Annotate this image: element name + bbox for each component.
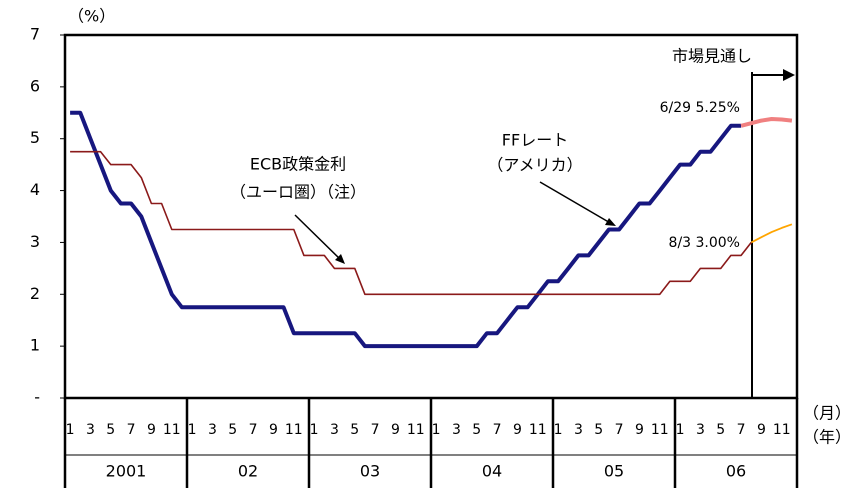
x-tick-label: 1: [676, 422, 685, 438]
ecb-label: ECB政策金利: [250, 155, 346, 174]
annotation: 6/29 5.25%: [660, 100, 740, 116]
x-tick-label: 3: [208, 422, 217, 438]
x-tick-label: 5: [716, 422, 725, 438]
ecb-arrow: [294, 214, 344, 263]
ff-label: FFレート: [502, 131, 568, 150]
year-label: 05: [604, 462, 624, 481]
y-tick-label: 7: [30, 25, 40, 44]
x-tick-label: 9: [635, 422, 644, 438]
x-tick-label: 5: [472, 422, 481, 438]
annotation: （ユーロ圏）（注）: [230, 183, 366, 202]
x-tick-label: 7: [127, 422, 136, 438]
x-tick-label: 11: [163, 422, 181, 438]
series-line: [70, 150, 752, 296]
x-tick-label: 7: [371, 422, 380, 438]
x-tick-label: 7: [249, 422, 258, 438]
x-tick-label: 3: [574, 422, 583, 438]
x-tick-label: 11: [529, 422, 547, 438]
y-tick-label: 3: [30, 232, 40, 251]
ecb-arrowhead: [335, 254, 345, 264]
y-tick-label: 1: [30, 336, 40, 355]
ff-arrowhead: [605, 218, 616, 226]
x-tick-label: 5: [350, 422, 359, 438]
year-label: 06: [726, 462, 746, 481]
annotation: （アメリカ）: [487, 156, 582, 175]
x-tick-label: 3: [452, 422, 461, 438]
y-tick-label: -: [34, 388, 40, 407]
x-tick-label: 7: [493, 422, 502, 438]
year-label: 03: [360, 462, 380, 481]
x-tick-label: 9: [269, 422, 278, 438]
year-label: 2001: [106, 462, 147, 481]
ff-arrow: [539, 181, 613, 225]
forecast-arrowhead: [783, 69, 795, 81]
x-tick-label: 1: [188, 422, 197, 438]
x-tick-label: 5: [106, 422, 115, 438]
x-tick-label: 5: [594, 422, 603, 438]
x-tick-label: 5: [228, 422, 237, 438]
x-tick-label: 3: [86, 422, 95, 438]
x-tick-label: 7: [615, 422, 624, 438]
series-line: [70, 110, 742, 349]
x-tick-label: 3: [696, 422, 705, 438]
plot-frame: [63, 33, 799, 400]
year-label: 02: [238, 462, 258, 481]
y-unit: （%）: [68, 7, 115, 26]
x-tick-label: 7: [737, 422, 746, 438]
series-line: [750, 223, 793, 244]
x-tick-label: 11: [651, 422, 669, 438]
month-unit: （月）: [803, 404, 851, 423]
x-tick-label: 1: [432, 422, 441, 438]
y-tick-label: 4: [30, 180, 40, 199]
x-tick-label: 9: [147, 422, 156, 438]
year-unit: （年）: [803, 428, 851, 447]
year-label: 04: [482, 462, 502, 481]
x-tick-label: 11: [773, 422, 791, 438]
x-tick-label: 1: [66, 422, 75, 438]
annotation: 8/3 3.00%: [669, 235, 740, 251]
y-tick-label: 6: [30, 76, 40, 95]
x-tick-label: 3: [330, 422, 339, 438]
x-tick-label: 11: [407, 422, 425, 438]
x-tick-label: 11: [285, 422, 303, 438]
x-tick-label: 9: [391, 422, 400, 438]
y-tick-label: 5: [30, 128, 40, 147]
x-tick-label: 9: [513, 422, 522, 438]
x-tick-label: 9: [757, 422, 766, 438]
y-tick-label: 2: [30, 284, 40, 303]
series-line: [740, 117, 793, 128]
x-tick-label: 1: [554, 422, 563, 438]
x-tick-label: 1: [310, 422, 319, 438]
annotation: 市場見通し: [672, 47, 752, 66]
